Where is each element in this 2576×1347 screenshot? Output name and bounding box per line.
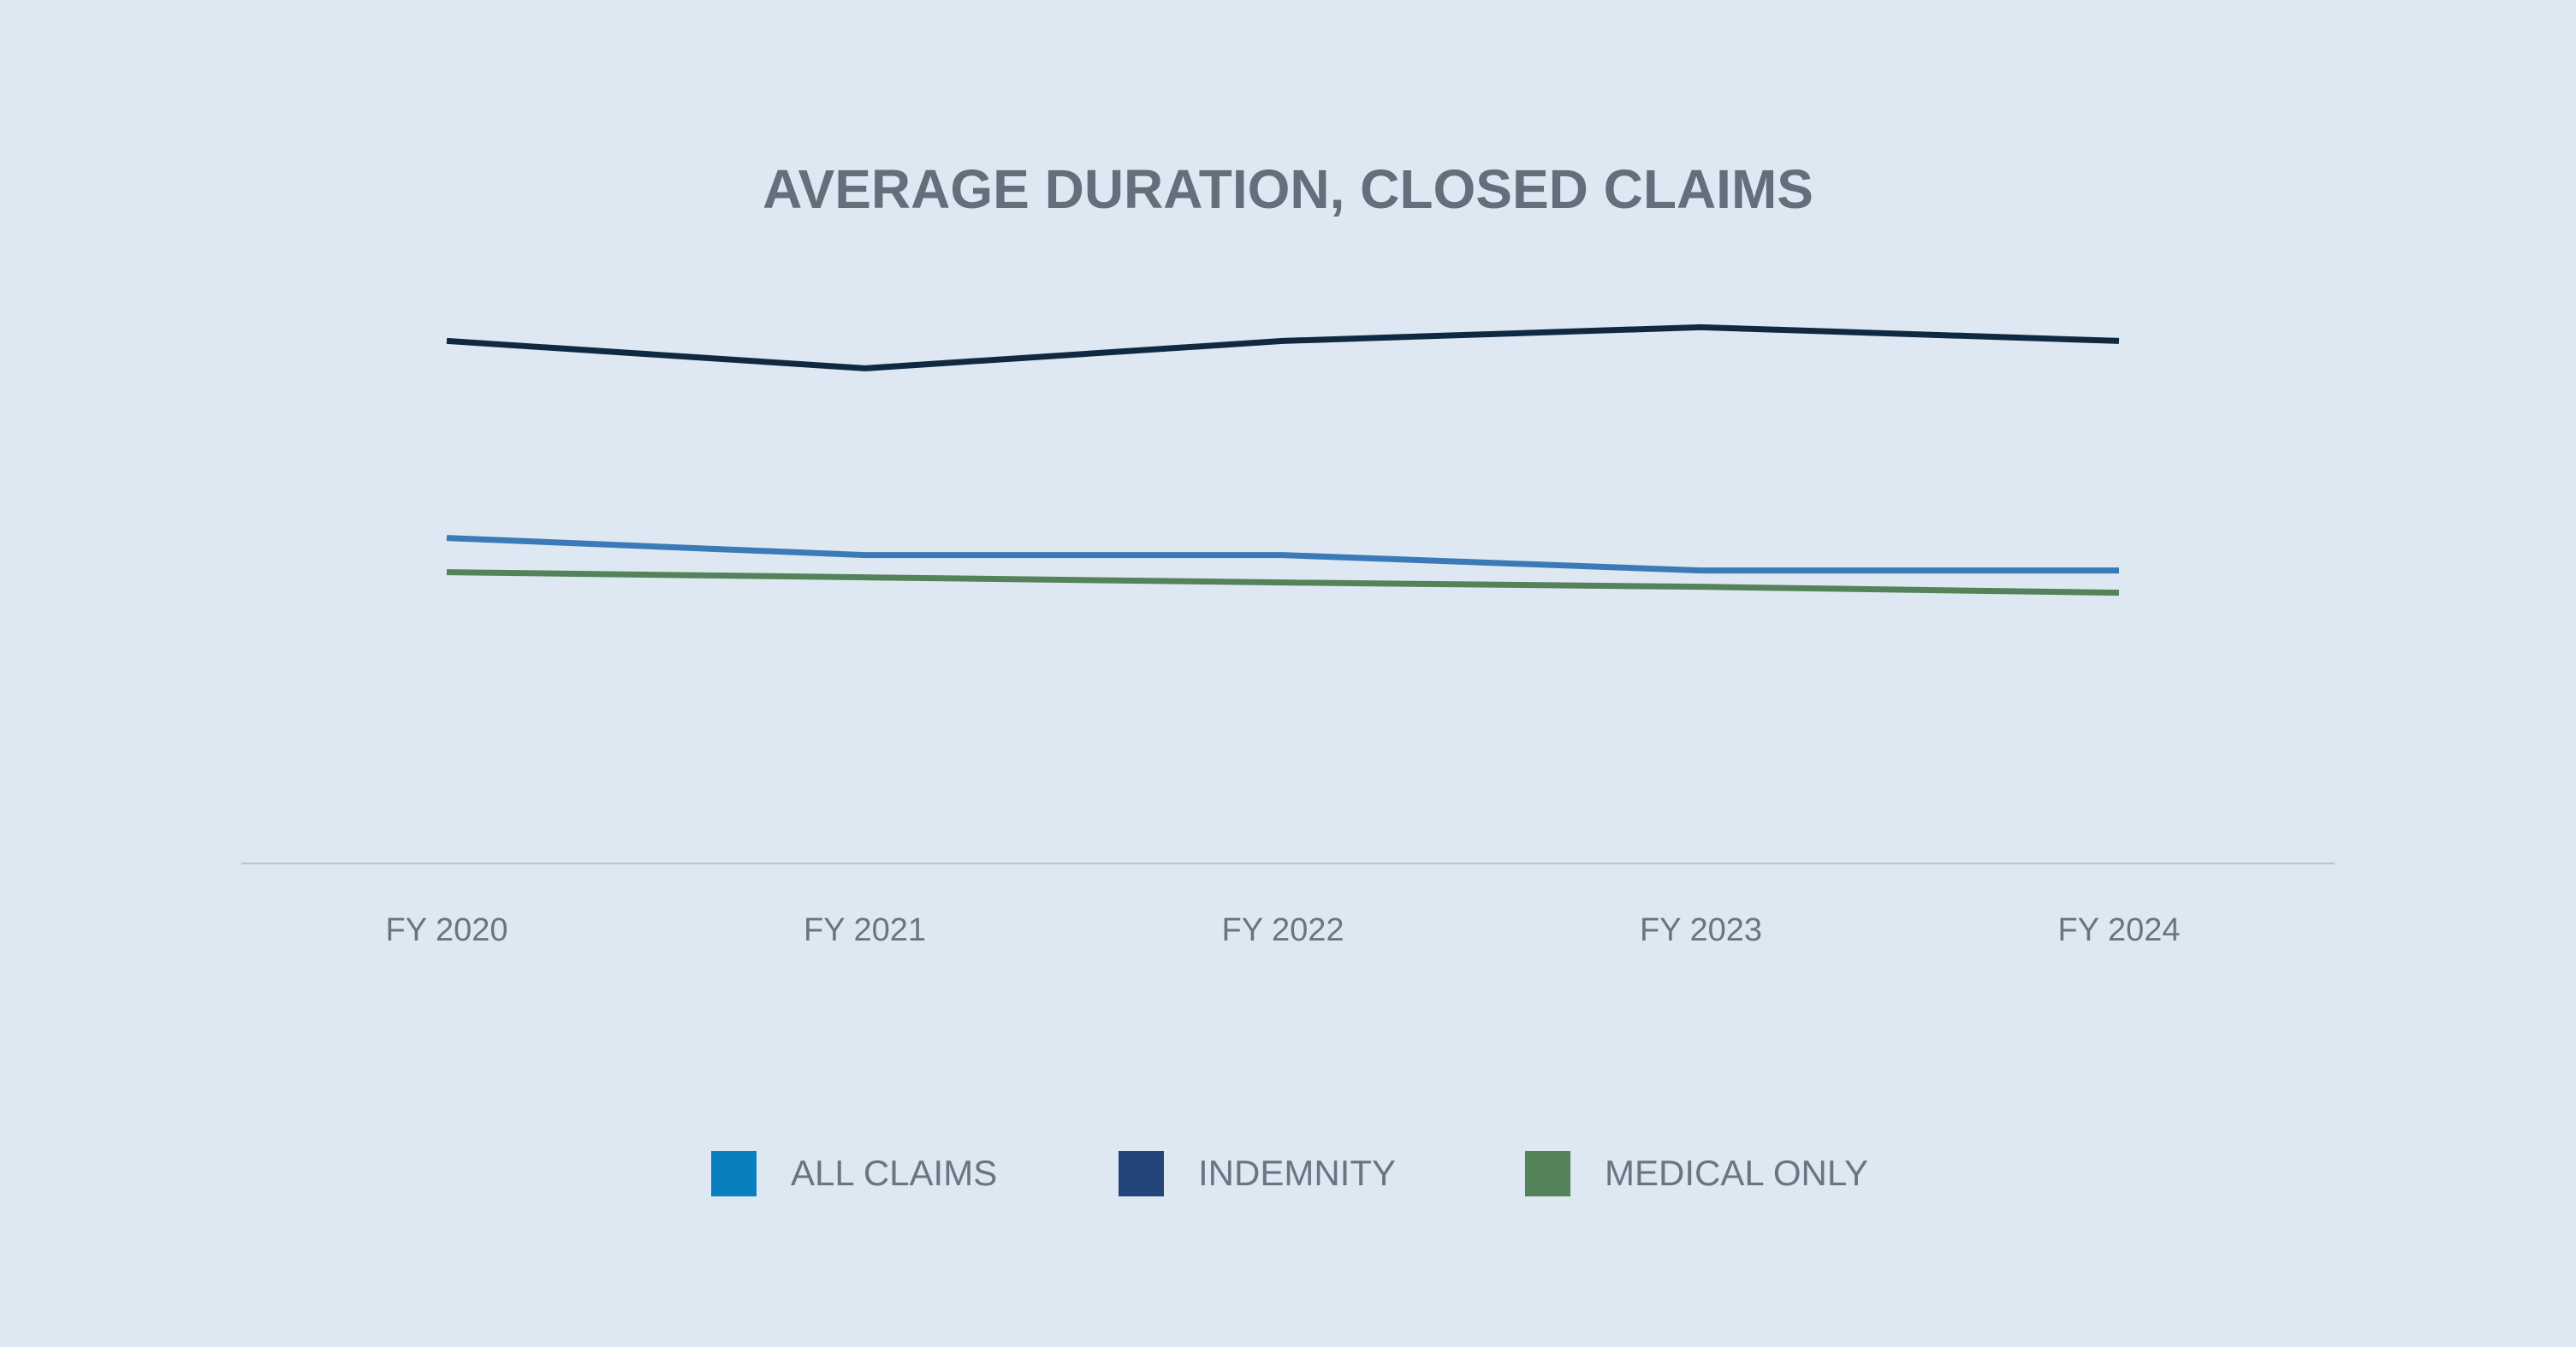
legend-item-medical-only: MEDICAL ONLY: [1525, 1149, 1868, 1197]
x-tick-label: FY 2024: [2058, 912, 2181, 948]
series-line-all-claims: [446, 535, 2119, 574]
series-layer: [446, 323, 2120, 596]
series-medical-only: [446, 569, 2120, 596]
legend-swatch: [711, 1150, 757, 1196]
chart-title: AVERAGE DURATION, CLOSED CLAIMS: [763, 158, 1813, 220]
x-tick-label: FY 2023: [1640, 912, 1762, 948]
legend-item-all-claims: ALL CLAIMS: [711, 1149, 997, 1197]
x-tick-labels: FY 2020 FY 2021 FY 2022 FY 2023 FY 2024: [386, 912, 2181, 948]
series-indemnity: [446, 323, 2120, 371]
legend-item-indemnity: INDEMNITY: [1119, 1149, 1396, 1197]
x-tick-label: FY 2021: [804, 912, 926, 948]
x-tick-label: FY 2020: [386, 912, 508, 948]
series-line-indemnity: [446, 323, 2120, 371]
x-tick-label: FY 2022: [1222, 912, 1344, 948]
legend-label: MEDICAL ONLY: [1605, 1153, 1869, 1193]
legend-swatch: [1525, 1150, 1570, 1196]
legend: ALL CLAIMS INDEMNITY MEDICAL ONLY: [0, 1149, 2576, 1197]
legend-label: ALL CLAIMS: [791, 1153, 998, 1193]
series-all-claims: [446, 535, 2120, 574]
legend-label: INDEMNITY: [1198, 1153, 1396, 1193]
legend-swatch: [1119, 1150, 1164, 1196]
